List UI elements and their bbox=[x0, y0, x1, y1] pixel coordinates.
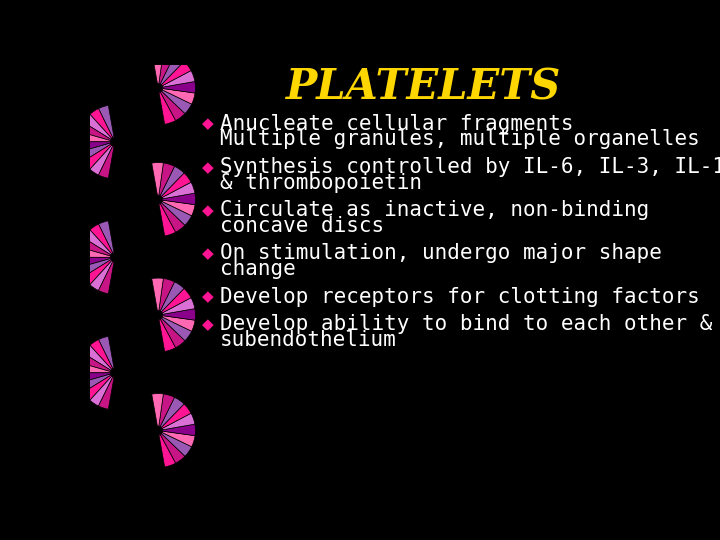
Wedge shape bbox=[84, 260, 112, 285]
Text: Multiple granules, multiple organelles: Multiple granules, multiple organelles bbox=[220, 130, 700, 150]
Text: ◆: ◆ bbox=[202, 203, 214, 218]
Wedge shape bbox=[162, 431, 195, 447]
Wedge shape bbox=[160, 166, 184, 197]
Text: subendothelium: subendothelium bbox=[220, 330, 397, 350]
Wedge shape bbox=[162, 316, 195, 331]
Wedge shape bbox=[99, 221, 114, 253]
Wedge shape bbox=[160, 55, 184, 85]
Text: Circulate as inactive, non-binding: Circulate as inactive, non-binding bbox=[220, 200, 649, 220]
Wedge shape bbox=[162, 200, 195, 216]
Wedge shape bbox=[161, 202, 185, 232]
Wedge shape bbox=[79, 374, 111, 393]
Wedge shape bbox=[159, 279, 174, 311]
Wedge shape bbox=[159, 435, 176, 467]
Wedge shape bbox=[159, 163, 174, 195]
Wedge shape bbox=[162, 182, 195, 199]
Wedge shape bbox=[90, 340, 113, 369]
Text: ◆: ◆ bbox=[202, 160, 214, 175]
Wedge shape bbox=[161, 404, 191, 428]
Wedge shape bbox=[163, 309, 195, 320]
Wedge shape bbox=[99, 336, 114, 369]
Text: concave discs: concave discs bbox=[220, 215, 384, 236]
Wedge shape bbox=[84, 144, 112, 169]
Wedge shape bbox=[159, 51, 174, 84]
Wedge shape bbox=[99, 146, 114, 178]
Wedge shape bbox=[159, 204, 176, 236]
Wedge shape bbox=[90, 145, 113, 175]
Wedge shape bbox=[162, 89, 195, 104]
Text: Develop receptors for clotting factors: Develop receptors for clotting factors bbox=[220, 287, 700, 307]
Wedge shape bbox=[159, 394, 174, 427]
Wedge shape bbox=[152, 51, 163, 84]
Wedge shape bbox=[160, 397, 184, 427]
Wedge shape bbox=[78, 363, 110, 373]
Wedge shape bbox=[162, 71, 195, 87]
Text: ◆: ◆ bbox=[202, 289, 214, 304]
Text: change: change bbox=[220, 259, 296, 279]
Wedge shape bbox=[90, 261, 113, 291]
Wedge shape bbox=[78, 142, 110, 152]
Wedge shape bbox=[161, 317, 192, 341]
Wedge shape bbox=[163, 82, 195, 93]
Wedge shape bbox=[84, 114, 112, 139]
Wedge shape bbox=[90, 224, 113, 254]
Wedge shape bbox=[161, 90, 192, 113]
Wedge shape bbox=[162, 413, 195, 430]
Wedge shape bbox=[84, 346, 112, 370]
Text: & thrombopoietin: & thrombopoietin bbox=[220, 173, 422, 193]
Wedge shape bbox=[161, 288, 191, 313]
Wedge shape bbox=[161, 201, 192, 225]
Wedge shape bbox=[78, 257, 110, 267]
Wedge shape bbox=[161, 433, 192, 456]
Wedge shape bbox=[161, 91, 185, 120]
Wedge shape bbox=[159, 319, 176, 352]
Wedge shape bbox=[162, 298, 195, 314]
Wedge shape bbox=[152, 394, 163, 426]
Wedge shape bbox=[99, 105, 114, 138]
Wedge shape bbox=[78, 247, 110, 257]
Wedge shape bbox=[163, 424, 195, 436]
Text: ◆: ◆ bbox=[202, 317, 214, 332]
Text: ◆: ◆ bbox=[202, 246, 214, 261]
Wedge shape bbox=[161, 434, 185, 463]
Wedge shape bbox=[78, 373, 110, 383]
Text: PLATELETS: PLATELETS bbox=[286, 67, 561, 109]
Wedge shape bbox=[78, 132, 110, 142]
Wedge shape bbox=[161, 173, 191, 198]
Wedge shape bbox=[160, 282, 184, 312]
Wedge shape bbox=[79, 143, 111, 161]
Wedge shape bbox=[99, 261, 114, 294]
Wedge shape bbox=[163, 193, 195, 205]
Text: On stimulation, undergo major shape: On stimulation, undergo major shape bbox=[220, 244, 662, 264]
Text: Anucleate cellular fragments: Anucleate cellular fragments bbox=[220, 114, 574, 134]
Wedge shape bbox=[79, 122, 111, 140]
Text: Synthesis controlled by IL-6, IL-3, IL-11,: Synthesis controlled by IL-6, IL-3, IL-1… bbox=[220, 157, 720, 177]
Wedge shape bbox=[159, 92, 176, 124]
Text: Develop ability to bind to each other &: Develop ability to bind to each other & bbox=[220, 314, 713, 334]
Wedge shape bbox=[79, 259, 111, 277]
Wedge shape bbox=[161, 318, 185, 348]
Wedge shape bbox=[161, 62, 191, 86]
Wedge shape bbox=[79, 238, 111, 256]
Wedge shape bbox=[90, 109, 113, 138]
Wedge shape bbox=[84, 230, 112, 255]
Wedge shape bbox=[79, 353, 111, 372]
Text: ◆: ◆ bbox=[202, 117, 214, 132]
Wedge shape bbox=[152, 278, 163, 310]
Wedge shape bbox=[90, 376, 113, 406]
Wedge shape bbox=[99, 377, 114, 409]
Wedge shape bbox=[152, 163, 163, 195]
Wedge shape bbox=[84, 375, 112, 400]
